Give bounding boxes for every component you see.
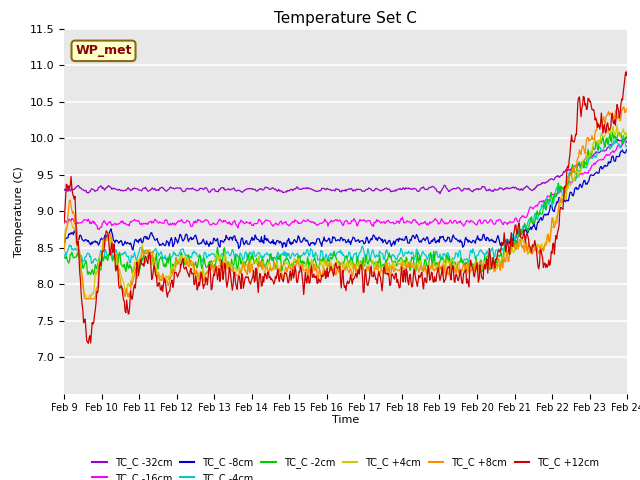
- TC_C -16cm: [415, 222, 422, 228]
- TC_C +4cm: [129, 269, 137, 275]
- TC_C +4cm: [613, 122, 621, 128]
- TC_C -4cm: [620, 133, 627, 139]
- TC_C -16cm: [216, 216, 224, 222]
- Legend: TC_C -32cm, TC_C -16cm, TC_C -8cm, TC_C -4cm, TC_C -2cm, TC_C +4cm, TC_C +8cm, T: TC_C -32cm, TC_C -16cm, TC_C -8cm, TC_C …: [88, 453, 603, 480]
- TC_C -32cm: [186, 186, 193, 192]
- TC_C -16cm: [129, 218, 137, 224]
- TC_C +4cm: [186, 262, 194, 267]
- TC_C -8cm: [415, 238, 422, 244]
- Line: TC_C +12cm: TC_C +12cm: [64, 71, 627, 343]
- Line: TC_C -2cm: TC_C -2cm: [64, 132, 627, 275]
- TC_C -8cm: [70, 228, 78, 234]
- Line: TC_C -16cm: TC_C -16cm: [64, 140, 627, 229]
- TC_C -16cm: [186, 221, 194, 227]
- TC_C +8cm: [216, 263, 224, 269]
- TC_C -32cm: [623, 134, 631, 140]
- TC_C +4cm: [216, 253, 224, 259]
- TC_C -16cm: [431, 216, 439, 222]
- TC_C -32cm: [128, 187, 136, 192]
- TC_C -4cm: [60, 253, 68, 259]
- TC_C -8cm: [186, 236, 194, 241]
- Line: TC_C -4cm: TC_C -4cm: [64, 136, 627, 264]
- TC_C +12cm: [623, 68, 631, 74]
- TC_C -32cm: [431, 185, 438, 191]
- Line: TC_C -32cm: TC_C -32cm: [64, 137, 627, 194]
- TC_C +4cm: [70, 227, 78, 232]
- TC_C +12cm: [415, 272, 422, 278]
- TC_C +8cm: [70, 212, 78, 218]
- TC_C -4cm: [623, 143, 631, 149]
- TC_C -16cm: [60, 218, 68, 224]
- TC_C -4cm: [431, 252, 439, 258]
- TC_C -8cm: [216, 244, 224, 250]
- TC_C -32cm: [215, 187, 223, 192]
- TC_C +4cm: [431, 263, 439, 268]
- Text: WP_met: WP_met: [76, 44, 132, 57]
- TC_C -4cm: [348, 261, 355, 267]
- TC_C +12cm: [84, 340, 92, 346]
- TC_C -4cm: [215, 257, 223, 263]
- TC_C -2cm: [129, 268, 137, 274]
- TC_C +8cm: [186, 260, 194, 265]
- TC_C +12cm: [129, 292, 137, 298]
- TC_C +12cm: [431, 278, 439, 284]
- TC_C -8cm: [60, 240, 68, 245]
- X-axis label: Time: Time: [332, 415, 359, 425]
- Y-axis label: Temperature (C): Temperature (C): [14, 166, 24, 257]
- Title: Temperature Set C: Temperature Set C: [274, 11, 417, 26]
- TC_C -16cm: [95, 227, 103, 232]
- TC_C +4cm: [415, 260, 422, 266]
- Line: TC_C +4cm: TC_C +4cm: [64, 125, 627, 299]
- TC_C -16cm: [70, 218, 78, 224]
- TC_C -2cm: [70, 254, 78, 260]
- TC_C +8cm: [431, 265, 439, 271]
- TC_C -4cm: [128, 254, 136, 260]
- TC_C +4cm: [623, 132, 631, 138]
- TC_C -32cm: [70, 187, 78, 192]
- TC_C -8cm: [129, 247, 137, 253]
- TC_C +12cm: [60, 220, 68, 226]
- TC_C -2cm: [186, 260, 194, 265]
- TC_C -2cm: [415, 261, 422, 266]
- TC_C -8cm: [128, 246, 136, 252]
- TC_C +8cm: [81, 296, 89, 301]
- TC_C -8cm: [623, 146, 631, 152]
- TC_C +8cm: [620, 104, 627, 110]
- TC_C -32cm: [60, 186, 68, 192]
- TC_C -16cm: [623, 139, 631, 144]
- TC_C -8cm: [431, 240, 439, 245]
- TC_C +8cm: [129, 278, 137, 284]
- TC_C -4cm: [70, 247, 78, 252]
- TC_C -2cm: [431, 263, 439, 269]
- TC_C -32cm: [436, 191, 444, 197]
- TC_C +8cm: [415, 269, 422, 275]
- TC_C -2cm: [216, 257, 224, 263]
- TC_C +4cm: [60, 240, 68, 245]
- TC_C -16cm: [621, 137, 628, 143]
- TC_C +8cm: [60, 248, 68, 254]
- TC_C -2cm: [60, 254, 68, 260]
- TC_C -2cm: [623, 131, 631, 137]
- TC_C -4cm: [186, 255, 193, 261]
- TC_C +12cm: [186, 268, 194, 274]
- TC_C -4cm: [415, 252, 422, 257]
- TC_C -2cm: [609, 129, 616, 135]
- TC_C +8cm: [623, 108, 631, 113]
- TC_C -32cm: [414, 189, 422, 194]
- TC_C -2cm: [90, 272, 98, 277]
- Line: TC_C -8cm: TC_C -8cm: [64, 149, 627, 250]
- TC_C +4cm: [83, 296, 90, 301]
- TC_C +12cm: [216, 278, 224, 284]
- Line: TC_C +8cm: TC_C +8cm: [64, 107, 627, 299]
- TC_C +12cm: [70, 196, 78, 202]
